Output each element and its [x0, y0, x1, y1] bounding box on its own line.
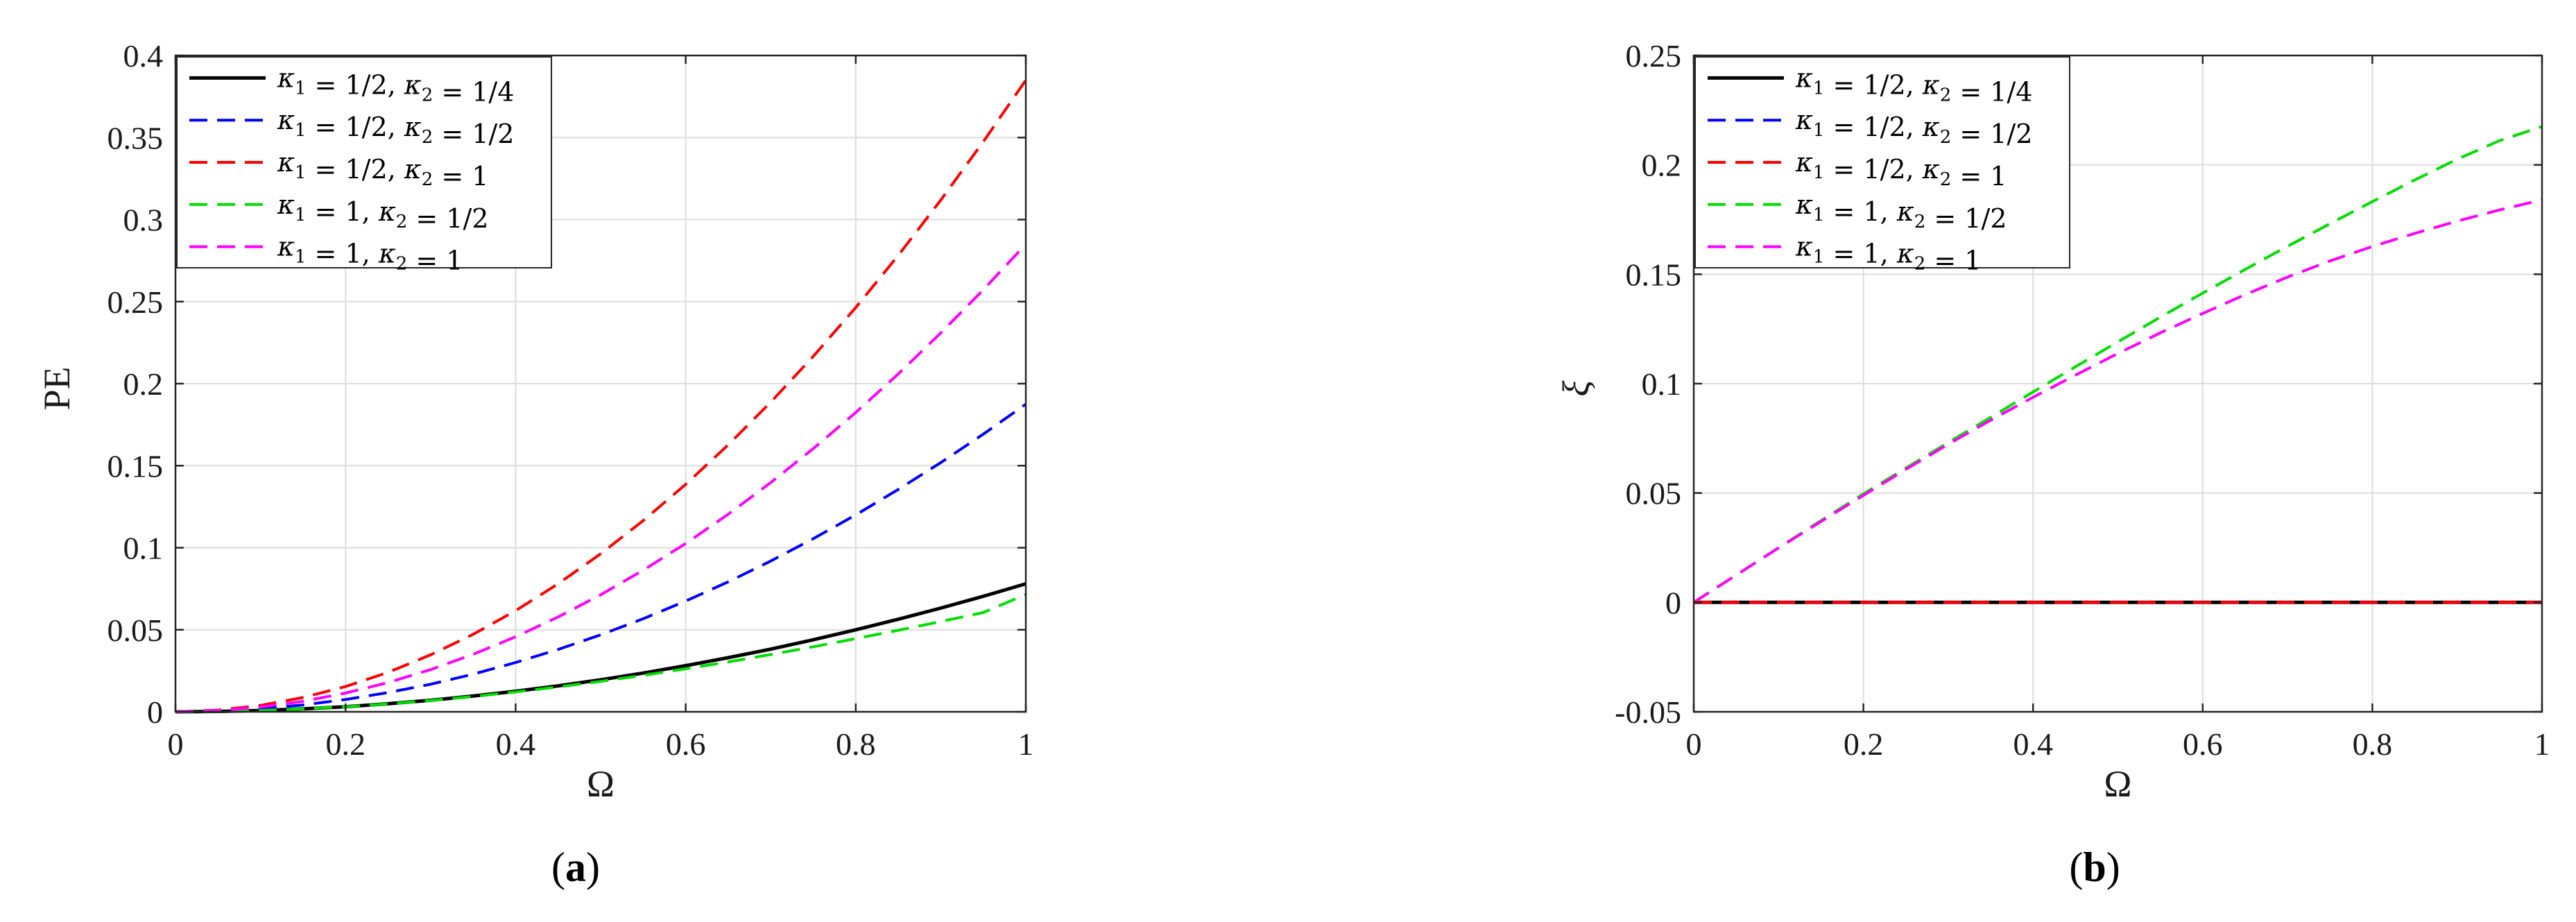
- series-line: [175, 79, 1027, 713]
- y-tick-label: 0: [147, 694, 163, 730]
- legend-label: κ1 = 1, κ2 = 1: [277, 232, 463, 276]
- x-tick-label: 0.6: [666, 726, 706, 762]
- series-line: [175, 593, 1027, 713]
- y-axis-label: ξ: [1555, 380, 1597, 397]
- y-tick-label: 0.35: [108, 120, 164, 155]
- y-tick-label: 0.25: [108, 284, 164, 320]
- legend-label: κ1 = 1/2, κ2 = 1/2: [277, 105, 514, 149]
- y-tick-label: 0.4: [123, 38, 164, 74]
- legend-box: [1694, 56, 2070, 268]
- y-tick-label: 0.15: [108, 448, 164, 484]
- x-tick-label: 0.6: [2183, 726, 2223, 762]
- x-tick-label: 0.8: [836, 726, 876, 762]
- legend-label: κ1 = 1, κ2 = 1/2: [1795, 189, 2007, 234]
- legend-label: κ1 = 1/2, κ2 = 1/2: [1795, 105, 2032, 149]
- x-tick-label: 0.2: [1844, 726, 1884, 762]
- series-line: [175, 243, 1027, 713]
- y-tick-label: 0.25: [1626, 38, 1682, 74]
- panel-label: (a): [551, 844, 600, 890]
- y-axis-label: PE: [36, 366, 78, 410]
- x-tick-label: 1: [1018, 726, 1034, 762]
- y-tick-label: 0.15: [1626, 257, 1682, 292]
- x-tick-label: 0.4: [2013, 726, 2053, 762]
- legend-label: κ1 = 1/2, κ2 = 1: [277, 147, 488, 191]
- x-tick-label: 0.8: [2353, 726, 2393, 762]
- legend-box: [176, 56, 552, 268]
- legend-label: κ1 = 1/2, κ2 = 1: [1795, 147, 2007, 191]
- y-tick-label: 0.2: [123, 366, 164, 402]
- x-axis-label: Ω: [2104, 763, 2131, 805]
- x-tick-label: 0: [168, 726, 184, 762]
- x-tick-label: 1: [2534, 726, 2550, 762]
- y-tick-label: 0: [1665, 585, 1681, 620]
- legend-label: κ1 = 1, κ2 = 1/2: [277, 189, 488, 234]
- x-axis-label: Ω: [587, 763, 615, 805]
- y-tick-label: 0.3: [123, 203, 164, 238]
- panel-label: (b): [2069, 844, 2120, 890]
- legend-label: κ1 = 1/2, κ2 = 1/4: [277, 62, 514, 107]
- x-tick-label: 0.2: [325, 726, 366, 762]
- x-tick-label: 0: [1686, 726, 1702, 762]
- legend: κ1 = 1/2, κ2 = 1/4κ1 = 1/2, κ2 = 1/2κ1 =…: [1694, 56, 2070, 276]
- series-line: [175, 402, 1027, 713]
- series-line: [1692, 198, 2543, 604]
- y-tick-label: 0.1: [123, 531, 164, 566]
- legend-label: κ1 = 1/2, κ2 = 1/4: [1795, 62, 2032, 107]
- x-tick-label: 0.4: [496, 726, 536, 762]
- legend: κ1 = 1/2, κ2 = 1/4κ1 = 1/2, κ2 = 1/2κ1 =…: [176, 56, 552, 276]
- y-tick-label: 0.2: [1642, 148, 1682, 183]
- chart-panel-a: 0 0.2 0.4 0.6 0.8 1 0 0.05 0.1 0.15 0.2 0.25 0.3 0.35…: [36, 38, 1034, 890]
- y-tick-label: 0.1: [1642, 366, 1682, 402]
- legend-label: κ1 = 1, κ2 = 1: [1795, 232, 1981, 276]
- y-tick-label: 0.05: [108, 613, 164, 648]
- y-tick-label: -0.05: [1615, 694, 1681, 730]
- chart-panel-b: 0 0.2 0.4 0.6 0.8 1-0.0500.050.10.150.20.25Ωξ…: [1555, 38, 2550, 890]
- y-tick-label: 0.05: [1626, 476, 1682, 511]
